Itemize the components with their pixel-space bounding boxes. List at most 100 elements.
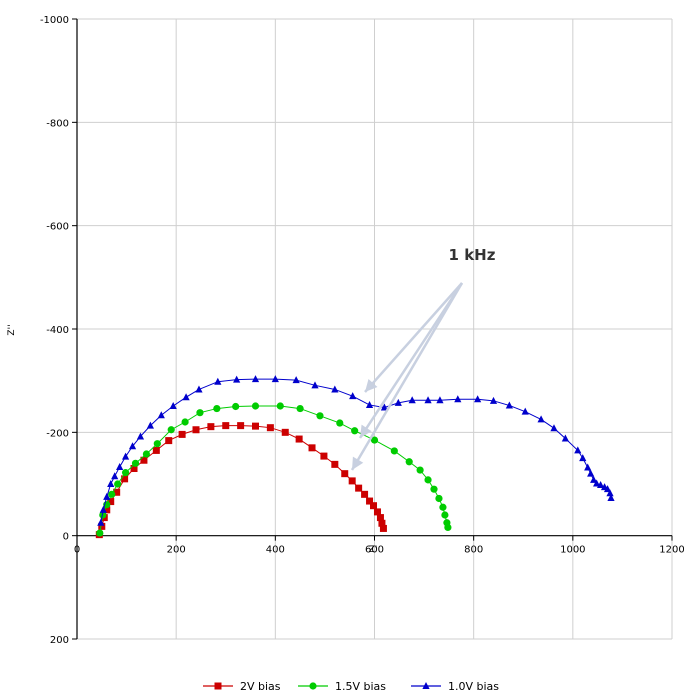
data-point xyxy=(121,452,130,460)
data-point xyxy=(379,524,387,532)
grid-lines xyxy=(77,18,673,640)
data-point xyxy=(316,412,324,420)
axes xyxy=(72,18,673,640)
arrow-head xyxy=(352,456,364,470)
data-point xyxy=(441,511,449,519)
data-point xyxy=(196,409,204,417)
arrow-line xyxy=(358,282,464,439)
data-point xyxy=(214,377,222,385)
data-point xyxy=(424,396,432,404)
data-point xyxy=(292,376,300,384)
data-point xyxy=(474,395,482,403)
data-point xyxy=(378,519,386,527)
x-tick-label: 600 xyxy=(365,545,384,556)
data-point xyxy=(550,424,558,432)
data-point xyxy=(99,505,107,513)
tick-labels: 0 200 400 600 800 1000 1200 -1000 -800 -600 -400 -2… xyxy=(40,15,684,646)
data-point xyxy=(574,446,582,454)
annotation-arrows xyxy=(350,282,464,471)
arrow-head xyxy=(360,424,372,438)
data-point xyxy=(430,485,438,493)
data-point xyxy=(416,466,424,474)
data-point xyxy=(435,494,443,503)
data-point xyxy=(140,456,148,464)
data-point xyxy=(365,400,374,408)
data-point xyxy=(587,469,595,477)
y-tick-label: -800 xyxy=(46,118,69,129)
data-point xyxy=(390,447,398,455)
legend-item: 1.0V bias xyxy=(411,680,499,691)
data-point xyxy=(579,454,587,462)
data-point xyxy=(295,435,303,443)
data-point xyxy=(195,385,203,393)
data-point xyxy=(436,396,444,404)
legend-marker xyxy=(422,682,430,689)
data-point xyxy=(276,402,284,410)
data-point xyxy=(107,480,115,487)
data-point xyxy=(116,462,124,470)
y-tick-label: -200 xyxy=(46,428,69,439)
data-point xyxy=(373,508,381,516)
data-point xyxy=(521,407,529,415)
data-point xyxy=(454,395,462,403)
data-point xyxy=(331,385,339,393)
series-1-0v-bias xyxy=(97,375,615,526)
data-point xyxy=(142,450,151,458)
data-point xyxy=(561,434,569,442)
data-point xyxy=(192,426,200,434)
data-point xyxy=(207,423,215,431)
data-point xyxy=(355,484,363,492)
data-point xyxy=(505,401,513,409)
data-point xyxy=(167,426,175,434)
legend-label: 1.5V bias xyxy=(335,680,386,691)
data-point xyxy=(169,401,177,409)
data-point xyxy=(108,490,116,498)
data-point xyxy=(348,477,356,485)
data-point xyxy=(97,518,105,526)
x-tick-label: 200 xyxy=(167,545,186,556)
data-point xyxy=(341,470,349,478)
data-point xyxy=(130,465,138,472)
y-tick-label: -1000 xyxy=(40,15,69,26)
data-point xyxy=(351,427,359,435)
data-point xyxy=(232,402,240,411)
data-point xyxy=(121,469,130,477)
legend: 2V bias 1.5V bias 1.0V bias xyxy=(203,680,499,691)
data-point xyxy=(111,472,119,480)
x-tick-label: 800 xyxy=(464,545,483,556)
data-point xyxy=(113,488,121,496)
data-point xyxy=(361,490,369,498)
data-point xyxy=(178,430,186,438)
legend-label: 2V bias xyxy=(240,680,281,691)
x-tick-label: 0 xyxy=(74,545,80,556)
series-2v-bias xyxy=(95,422,387,539)
data-point xyxy=(107,498,115,506)
data-point xyxy=(222,422,230,430)
x-tick-label: 1000 xyxy=(560,545,585,556)
arrow-line xyxy=(350,282,464,471)
annotation-1khz: 1 kHz xyxy=(449,246,496,264)
data-point xyxy=(281,428,289,436)
data-point xyxy=(213,404,221,413)
x-axis-label: Z' xyxy=(369,545,378,555)
data-point xyxy=(121,475,129,483)
x-tick-label: 1200 xyxy=(659,545,684,556)
arrow-head xyxy=(365,379,378,392)
data-point xyxy=(370,502,378,510)
data-point xyxy=(308,444,316,452)
data-point xyxy=(336,419,344,427)
data-point xyxy=(296,404,304,413)
data-point xyxy=(152,446,160,454)
series-1-5v-bias xyxy=(96,402,452,537)
data-point xyxy=(182,393,190,401)
data-point xyxy=(98,522,106,530)
data-point xyxy=(607,493,615,501)
data-point xyxy=(444,523,452,532)
data-point xyxy=(603,485,612,493)
data-point xyxy=(320,452,328,460)
data-point xyxy=(103,492,111,500)
data-point xyxy=(252,422,259,430)
data-point xyxy=(380,403,389,411)
data-point xyxy=(146,421,154,429)
